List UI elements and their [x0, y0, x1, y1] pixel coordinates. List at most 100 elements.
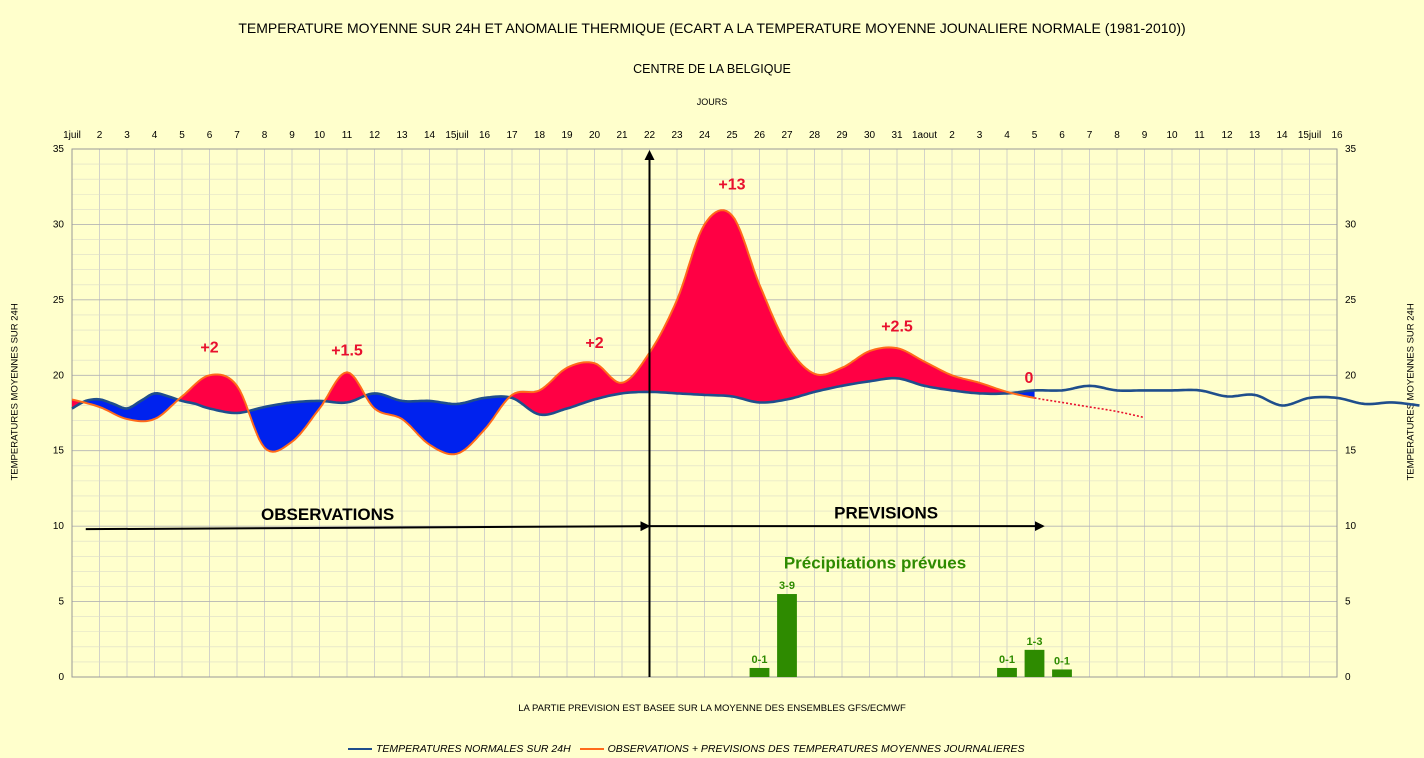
legend-label-observed: OBSERVATIONS + PREVISIONS DES TEMPERATUR…: [607, 743, 1025, 755]
plot-frame: [71, 148, 1338, 678]
x-tick-label: 23: [671, 130, 683, 141]
previsions-label: PREVISIONS: [834, 504, 938, 523]
x-tick-label: 8: [1114, 130, 1120, 141]
precipitation-bar: [777, 594, 797, 677]
legend-item-normal: TEMPERATURES NORMALES SUR 24H: [348, 743, 571, 755]
warm-anomaly-area: [509, 210, 1013, 415]
anomaly-label: +2: [200, 340, 218, 357]
x-tick-label: 26: [754, 130, 766, 141]
x-tick-label: 21: [616, 130, 628, 141]
observations-arrow: [85, 521, 651, 532]
x-tick-label: 8: [262, 130, 268, 141]
chart-title: TEMPERATURE MOYENNE SUR 24H ET ANOMALIE …: [238, 20, 1186, 36]
x-tick-label: 29: [836, 130, 848, 141]
x-tick-label: 14: [1276, 130, 1288, 141]
x-tick-label: 10: [314, 130, 326, 141]
x-tick-label: 14: [424, 130, 436, 141]
x-tick-label: 4: [1004, 130, 1010, 141]
anomaly-label: +1.5: [331, 343, 363, 360]
anomaly-label: +13: [718, 177, 745, 194]
x-tick-label: 9: [289, 130, 295, 141]
legend-item-observed: OBSERVATIONS + PREVISIONS DES TEMPERATUR…: [579, 743, 1025, 755]
y-tick-label-left: 35: [53, 144, 65, 155]
cold-anomaly-area: [249, 400, 325, 452]
chart-subtitle: CENTRE DE LA BELGIQUE: [633, 62, 791, 76]
y-tick-label-left: 0: [58, 672, 64, 683]
precipitation-label: 1-3: [1027, 636, 1043, 648]
x-tick-label: 3: [124, 130, 130, 141]
anomaly-label: 0: [1025, 370, 1034, 387]
x-tick-label: 13: [1249, 130, 1261, 141]
x-tick-label: 6: [207, 130, 213, 141]
x-tick-label: 30: [864, 130, 876, 141]
observations-label: OBSERVATIONS: [261, 505, 394, 524]
x-tick-label: 31: [891, 130, 903, 141]
x-tick-label: 10: [1166, 130, 1178, 141]
precipitation-label: 0-1: [999, 654, 1015, 666]
y-tick-label-right: 10: [1345, 521, 1357, 532]
y-tick-label-right: 15: [1345, 446, 1357, 457]
precipitation-bar: [1024, 649, 1045, 677]
x-tick-label: 17: [506, 130, 518, 141]
x-tick-label: 5: [179, 130, 185, 141]
cold-anomaly-area: [366, 393, 510, 455]
x-tick-label: 5: [1032, 130, 1038, 141]
y-tick-label-left: 30: [53, 219, 65, 230]
x-tick-label: 3: [977, 130, 983, 141]
y-tick-label-right: 30: [1345, 219, 1357, 230]
x-tick-label: 27: [781, 130, 793, 141]
x-axis-label: JOURS: [696, 97, 728, 107]
y-tick-label-left: 5: [58, 597, 64, 608]
x-tick-label: 25: [726, 130, 738, 141]
chart-legend: TEMPERATURES NORMALES SUR 24H OBSERVATIO…: [348, 741, 1031, 755]
x-tick-label: 15juil: [445, 130, 468, 141]
y-tick-label-right: 5: [1345, 597, 1351, 608]
y-tick-label-right: 35: [1345, 144, 1357, 155]
precipitation-label: 0-1: [752, 654, 768, 666]
precipitation-title: Précipitations prévues: [784, 553, 966, 572]
x-tick-label: 28: [809, 130, 821, 141]
x-tick-label: 24: [699, 130, 711, 141]
x-tick-label: 6: [1059, 130, 1065, 141]
x-tick-label: 7: [1087, 130, 1093, 141]
x-tick-label: 1juil: [63, 130, 81, 141]
y-tick-label-left: 15: [53, 446, 65, 457]
x-tick-label: 4: [152, 130, 158, 141]
forecast-footnote: LA PARTIE PREVISION EST BASEE SUR LA MOY…: [518, 703, 906, 714]
y-tick-label-right: 0: [1345, 672, 1351, 683]
x-tick-label: 9: [1142, 130, 1148, 141]
x-tick-label: 16: [1331, 130, 1343, 141]
anomaly-label: +2: [585, 335, 603, 352]
x-tick-label: 19: [561, 130, 573, 141]
y-tick-label-right: 20: [1345, 370, 1357, 381]
precipitation-bar: [749, 667, 770, 677]
x-tick-label: 20: [589, 130, 601, 141]
x-tick-label: 11: [1194, 130, 1205, 141]
x-tick-label: 2: [97, 130, 103, 141]
x-tick-label: 12: [369, 130, 381, 141]
x-tick-label: 16: [479, 130, 491, 141]
normal-temperature-line: [71, 376, 1420, 417]
legend-swatch-observed: [579, 748, 604, 750]
x-tick-label: 18: [534, 130, 546, 141]
y-tick-label-left: 20: [53, 370, 65, 381]
observed-temperature-line: [71, 209, 1035, 456]
x-tick-label: 11: [342, 130, 353, 141]
x-tick-label: 22: [644, 130, 656, 141]
legend-label-normal: TEMPERATURES NORMALES SUR 24H: [376, 743, 571, 755]
y-tick-label-right: 25: [1345, 295, 1357, 306]
precipitation-label: 0-1: [1054, 655, 1070, 667]
y-tick-label-left: 10: [53, 521, 65, 532]
precipitation-bar: [997, 667, 1017, 677]
y-tick-label-left: 25: [53, 295, 65, 306]
anomaly-label: +2.5: [881, 319, 913, 336]
x-tick-label: 2: [949, 130, 955, 141]
x-tick-label: 7: [234, 130, 240, 141]
x-tick-label: 15juil: [1298, 130, 1321, 141]
precipitation-label: 3-9: [779, 580, 795, 592]
x-tick-label: 12: [1221, 130, 1233, 141]
precipitation-bar: [1052, 669, 1072, 677]
legend-swatch-normal: [348, 748, 372, 750]
x-tick-label: 13: [396, 130, 408, 141]
